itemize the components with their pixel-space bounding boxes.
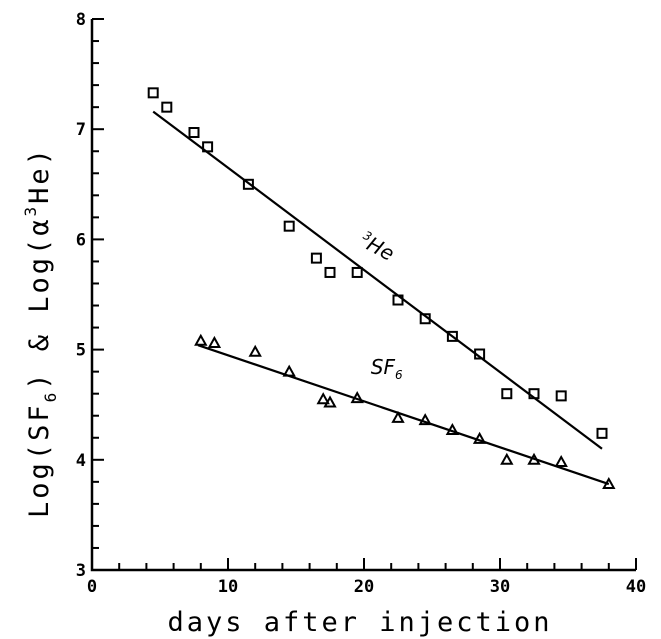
x-tick-label: 20	[354, 577, 374, 597]
x-tick-label: 0	[87, 577, 97, 597]
data-point-square	[283, 220, 295, 232]
data-point-triangle	[527, 452, 541, 465]
data-point-triangle	[323, 395, 337, 408]
fit-line	[152, 110, 603, 450]
data-point-square	[446, 330, 458, 342]
data-point-triangle	[248, 344, 262, 357]
data-point-square	[419, 313, 431, 325]
fit-line	[197, 344, 610, 486]
x-tick-label: 30	[490, 577, 510, 597]
data-point-square	[202, 141, 214, 153]
x-axis-label: days after injection	[167, 607, 552, 638]
series-annotation: 3He	[356, 228, 398, 266]
plot-area	[90, 19, 636, 572]
data-point-triangle	[207, 335, 222, 348]
data-point-triangle	[194, 333, 208, 346]
series-annotation: SF6	[371, 355, 403, 382]
data-point-square	[324, 266, 336, 278]
y-tick-label: 8	[76, 10, 86, 30]
data-point-square	[147, 87, 159, 99]
y-tick-label: 3	[76, 561, 86, 581]
data-point-triangle	[418, 413, 432, 426]
x-tick-label: 40	[626, 577, 646, 597]
data-point-square	[528, 388, 540, 400]
data-point-square	[161, 101, 173, 113]
y-tick-label: 7	[76, 120, 86, 140]
data-point-square	[596, 427, 608, 439]
data-point-triangle	[350, 391, 364, 404]
data-point-square	[501, 388, 513, 400]
data-point-square	[474, 348, 486, 360]
axis-spine	[90, 19, 636, 572]
data-point-triangle	[602, 476, 616, 490]
data-point-square	[310, 252, 322, 264]
data-point-triangle	[391, 410, 405, 423]
data-point-triangle	[445, 422, 460, 436]
data-marks: 3He SF6	[147, 87, 616, 490]
data-point-triangle	[500, 452, 514, 465]
data-point-triangle	[554, 454, 568, 468]
data-point-square	[351, 266, 363, 278]
data-point-triangle	[472, 431, 487, 444]
x-tick-label: 10	[218, 577, 238, 597]
y-tick-label: 5	[76, 341, 86, 361]
data-point-triangle	[282, 364, 296, 377]
data-point-triangle	[316, 392, 330, 405]
y-tick-label: 6	[76, 230, 86, 250]
y-axis-label: Log(SF6) & Log(α3He)	[21, 146, 60, 518]
data-point-square	[242, 178, 254, 190]
y-tick-label: 4	[76, 451, 86, 471]
data-point-square	[188, 127, 200, 139]
data-point-square	[555, 390, 567, 402]
axis-ticks: 0 10 20 30 40 3 4 5 6 7 8	[76, 10, 646, 597]
data-point-square	[392, 294, 404, 306]
